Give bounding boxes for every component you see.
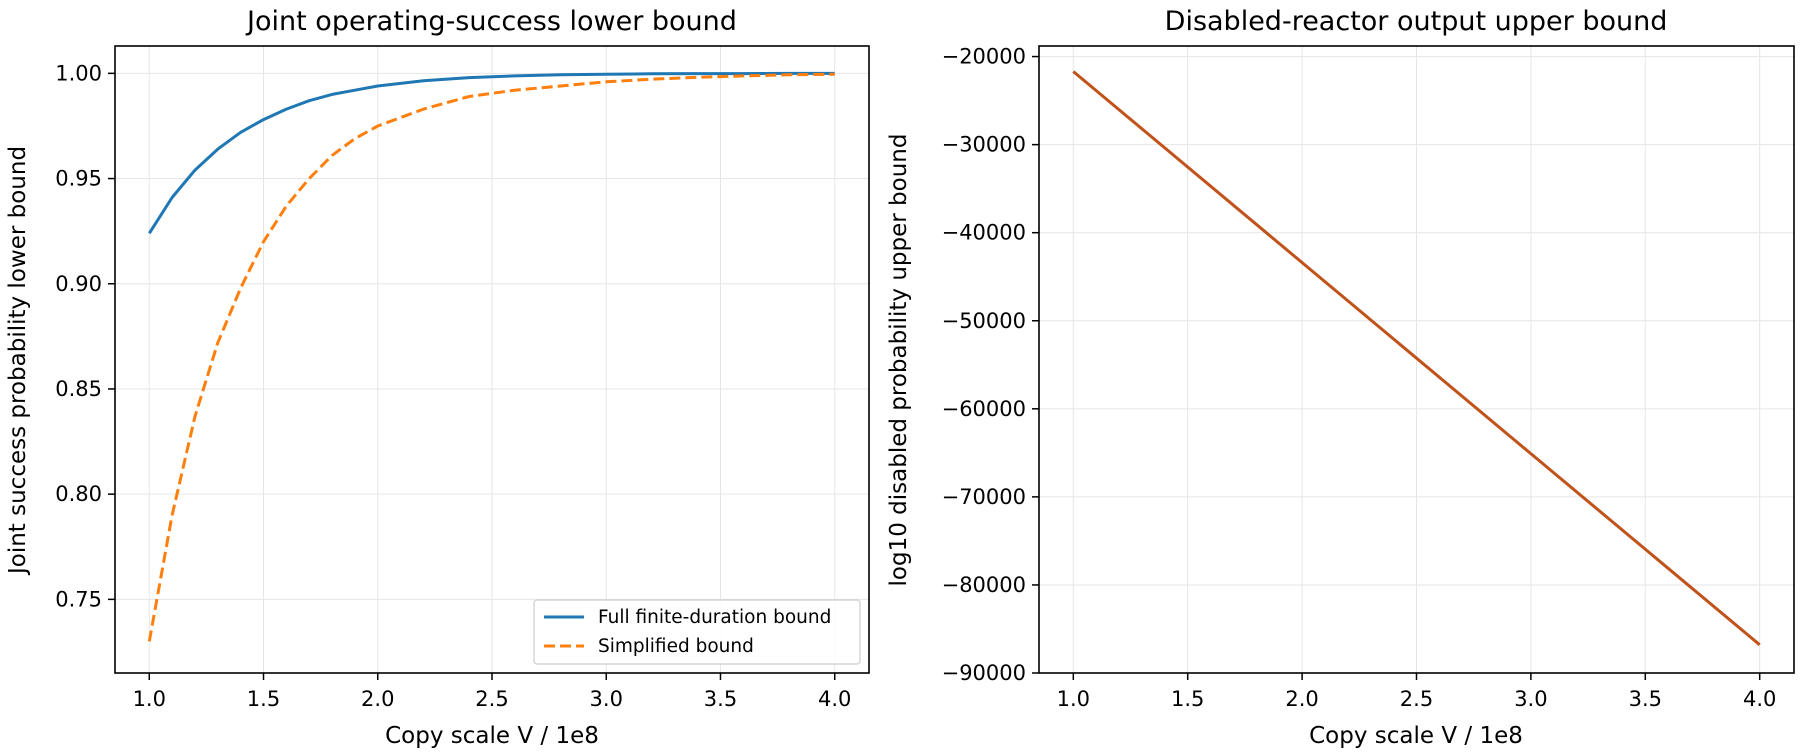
left-x-tick-label: 1.0 xyxy=(133,687,166,711)
left-series xyxy=(147,71,835,642)
left-x-tick-label: 2.5 xyxy=(475,687,508,711)
left-chart-title: Joint operating-success lower bound xyxy=(245,6,737,37)
right-chart-title: Disabled-reactor output upper bound xyxy=(1165,6,1668,37)
left-y-tick-label: 0.85 xyxy=(55,377,102,401)
right-series-line-0 xyxy=(1072,70,1761,646)
left-y-tick-label: 0.90 xyxy=(55,272,102,296)
left-ticks: 1.0 1.5 2.0 2.5 3.0 3.5 4.0 0.75 0.80 0.85 0.90 0.9… xyxy=(55,61,851,711)
right-y-tick-label: −40000 xyxy=(942,221,1026,245)
legend-label-simplified-bound: Simplified bound xyxy=(598,636,754,657)
right-x-tick-label: 4.0 xyxy=(1743,687,1776,711)
right-y-tick-label: −30000 xyxy=(942,133,1026,157)
left-series-line-1 xyxy=(147,72,835,642)
left-x-axis-label: Copy scale V / 1e8 xyxy=(385,723,599,749)
legend: Full finite-duration bound Simplified bo… xyxy=(533,599,861,665)
right-y-tick-label: −60000 xyxy=(942,397,1026,421)
left-x-tick-label: 3.5 xyxy=(704,687,737,711)
right-x-tick-label: 2.5 xyxy=(1400,687,1433,711)
left-x-tick-label: 1.5 xyxy=(247,687,280,711)
legend-label-full-bound: Full finite-duration bound xyxy=(598,607,831,628)
right-ticks: 1.0 1.5 2.0 2.5 3.0 3.5 4.0 −90000 −80000 −70000 −… xyxy=(942,45,1777,711)
right-x-tick-label: 3.0 xyxy=(1514,687,1547,711)
chart-left: 1.0 1.5 2.0 2.5 3.0 3.5 4.0 0.75 0.80 0.85 0.90 0.9… xyxy=(5,6,870,749)
left-x-tick-label: 2.0 xyxy=(361,687,394,711)
legend-box xyxy=(533,599,861,665)
right-x-axis-label: Copy scale V / 1e8 xyxy=(1309,723,1523,749)
right-y-tick-label: −50000 xyxy=(942,309,1026,333)
right-x-tick-label: 2.0 xyxy=(1285,687,1318,711)
left-y-tick-label: 0.75 xyxy=(55,587,102,611)
left-y-axis-label: Joint success probability lower bound xyxy=(5,146,31,576)
right-y-tick-label: −80000 xyxy=(942,573,1026,597)
left-y-tick-label: 0.95 xyxy=(55,167,102,191)
right-y-tick-label: −20000 xyxy=(942,45,1026,69)
left-series-line-0 xyxy=(148,71,835,235)
left-y-tick-label: 1.00 xyxy=(55,61,102,85)
right-y-tick-label: −70000 xyxy=(942,485,1026,509)
left-x-tick-label: 4.0 xyxy=(818,687,851,711)
left-x-tick-label: 3.0 xyxy=(590,687,623,711)
right-grid xyxy=(1039,46,1794,674)
right-x-tick-label: 1.5 xyxy=(1171,687,1204,711)
right-y-axis-label: log10 disabled probability upper bound xyxy=(886,134,912,587)
left-y-tick-label: 0.80 xyxy=(55,482,102,506)
right-series xyxy=(1072,70,1761,646)
right-x-tick-label: 1.0 xyxy=(1057,687,1090,711)
right-x-tick-label: 3.5 xyxy=(1629,687,1662,711)
right-y-tick-label: −90000 xyxy=(942,661,1026,685)
chart-right: 1.0 1.5 2.0 2.5 3.0 3.5 4.0 −90000 −80000 −70000 −… xyxy=(886,6,1795,749)
